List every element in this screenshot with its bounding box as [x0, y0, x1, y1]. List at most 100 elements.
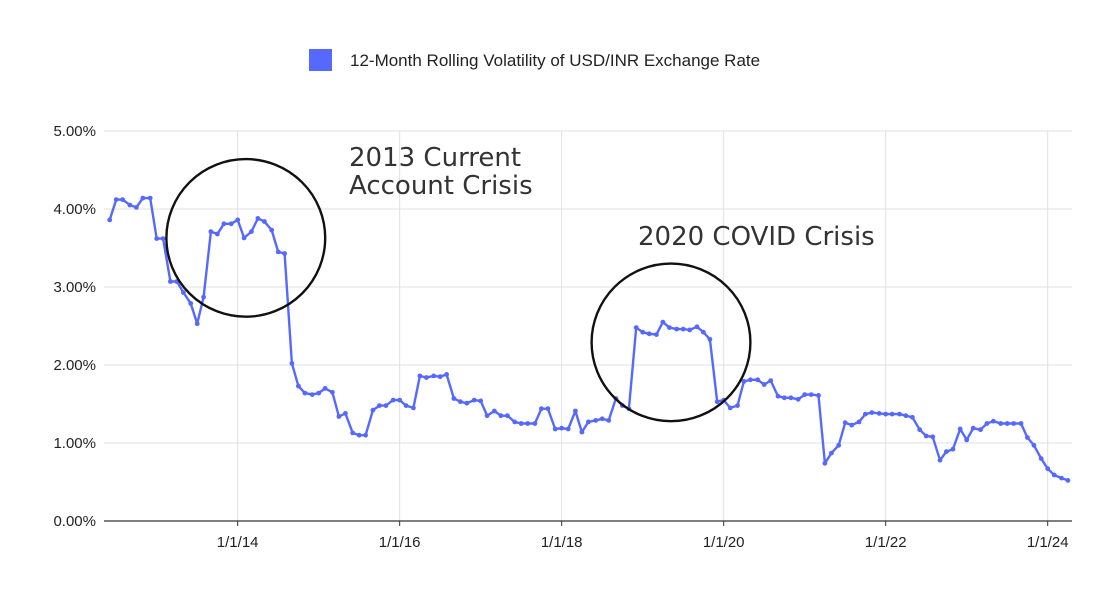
data-point: [1004, 421, 1010, 426]
data-point: [714, 399, 720, 405]
data-point: [640, 329, 646, 335]
data-point: [707, 336, 713, 342]
data-point: [255, 216, 261, 221]
data-point: [775, 393, 781, 399]
data-point: [228, 221, 234, 227]
series-layer: [107, 195, 1071, 483]
data-point: [249, 229, 254, 235]
data-point: [782, 395, 787, 401]
data-point: [897, 411, 902, 417]
data-point: [903, 413, 909, 419]
data-point: [188, 301, 194, 306]
y-tick-label: 2.00%: [53, 357, 96, 374]
data-point: [424, 375, 429, 380]
data-point: [309, 392, 315, 397]
data-point: [444, 372, 449, 377]
data-point: [397, 397, 403, 403]
data-point: [808, 392, 814, 397]
data-point: [147, 195, 153, 201]
data-point: [498, 413, 504, 419]
data-point: [978, 427, 983, 433]
data-point: [370, 407, 376, 413]
data-point: [437, 374, 443, 380]
data-point: [539, 406, 544, 412]
data-point: [991, 418, 996, 424]
data-point: [869, 410, 875, 415]
data-point: [120, 197, 125, 203]
data-point: [667, 325, 672, 330]
data-point: [1045, 466, 1051, 472]
data-point: [262, 219, 267, 224]
data-point: [221, 221, 227, 227]
data-point: [917, 427, 923, 433]
data-point: [532, 421, 538, 426]
data-point: [411, 405, 416, 411]
data-point: [545, 406, 551, 412]
data-point: [795, 396, 801, 402]
data-point: [208, 229, 214, 235]
data-point: [350, 430, 356, 436]
data-point: [863, 411, 868, 417]
y-tick-label: 1.00%: [53, 435, 96, 452]
data-point: [701, 329, 706, 335]
data-point: [842, 420, 848, 426]
data-point: [336, 414, 342, 419]
data-point: [140, 195, 146, 201]
x-tick-labels: 1/1/14 1/1/16 1/1/18 1/1/20 1/1/22 1/1/24: [217, 534, 1069, 551]
data-point: [559, 425, 565, 431]
data-point: [330, 389, 335, 395]
data-point: [363, 432, 368, 438]
data-point: [275, 249, 281, 255]
data-point: [593, 418, 599, 423]
data-point: [377, 403, 382, 408]
data-point: [168, 279, 173, 284]
data-point: [889, 411, 895, 417]
data-point: [674, 326, 680, 332]
data-point: [984, 421, 990, 426]
data-point: [923, 433, 929, 439]
data-point: [768, 378, 774, 383]
data-point: [241, 235, 247, 241]
data-point: [950, 446, 956, 452]
data-point: [235, 217, 241, 223]
annotation-2013-line-1: 2013 Current: [349, 143, 521, 173]
data-point: [451, 396, 457, 401]
data-point: [356, 432, 362, 438]
data-point: [302, 390, 308, 396]
data-point: [970, 425, 976, 431]
data-point: [464, 400, 470, 406]
data-point: [822, 460, 828, 466]
data-point: [518, 421, 524, 426]
x-tick-label: 1/1/14: [217, 534, 259, 551]
annotation-circle-2013-crisis: [165, 157, 327, 318]
data-point: [484, 413, 490, 419]
data-point: [646, 331, 652, 337]
data-point: [633, 325, 639, 330]
x-tick-label: 1/1/24: [1027, 534, 1069, 551]
data-point: [289, 361, 295, 366]
x-tick-label: 1/1/22: [865, 534, 907, 551]
data-point: [296, 383, 301, 389]
data-point: [1025, 435, 1030, 440]
y-tick-label: 3.00%: [53, 279, 96, 296]
y-tick-label: 4.00%: [53, 201, 96, 218]
data-point: [492, 408, 497, 414]
data-point: [573, 408, 578, 414]
y-tick-label: 0.00%: [53, 513, 96, 530]
data-point: [215, 231, 220, 237]
data-point: [964, 437, 970, 443]
data-point: [957, 426, 963, 432]
data-point: [761, 382, 767, 387]
data-point: [741, 379, 747, 384]
data-point: [512, 419, 518, 425]
data-point: [1018, 421, 1024, 426]
data-point: [154, 236, 160, 242]
data-point: [383, 403, 389, 408]
data-point: [269, 227, 275, 233]
data-point: [417, 373, 423, 379]
data-point: [910, 414, 915, 420]
data-point: [127, 202, 133, 208]
data-point: [505, 413, 510, 419]
data-point: [998, 421, 1004, 426]
